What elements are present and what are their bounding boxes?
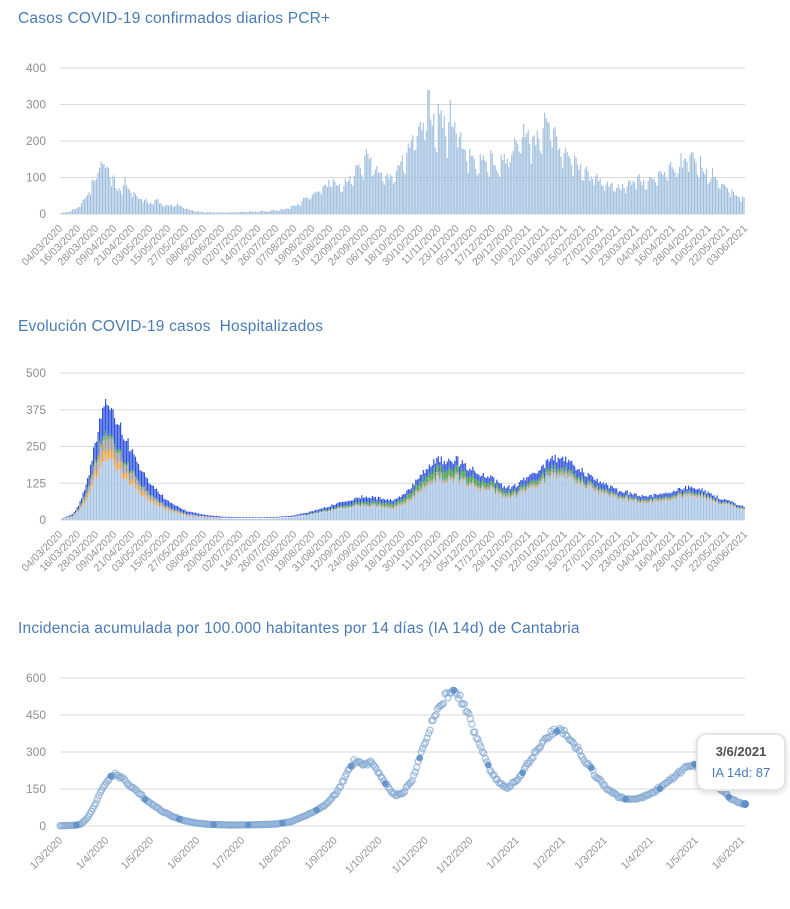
svg-text:1/7/2020: 1/7/2020 xyxy=(210,835,247,872)
svg-text:1/6/2020: 1/6/2020 xyxy=(165,835,202,872)
svg-text:1/8/2020: 1/8/2020 xyxy=(256,835,293,872)
svg-text:500: 500 xyxy=(26,366,46,380)
pcr-bars[interactable] xyxy=(60,89,745,214)
hosp-series-blue[interactable] xyxy=(61,399,745,520)
svg-text:0: 0 xyxy=(39,819,46,833)
svg-text:1/6/2021: 1/6/2021 xyxy=(710,835,747,872)
hosp-series-gray[interactable] xyxy=(66,433,745,519)
svg-text:100: 100 xyxy=(26,171,46,185)
svg-text:150: 150 xyxy=(26,782,46,796)
svg-text:250: 250 xyxy=(26,440,46,454)
chart-hospitalized-canvas[interactable]: 012525037550004/03/202016/03/202028/03/2… xyxy=(0,345,790,607)
chart-pcr-canvas[interactable]: 010020030040004/03/202016/03/202028/03/2… xyxy=(0,40,790,302)
svg-text:1/9/2020: 1/9/2020 xyxy=(302,835,339,872)
tooltip-value: IA 14d: 87 xyxy=(711,765,771,780)
hosp-series-lightblue[interactable] xyxy=(61,454,745,520)
svg-text:400: 400 xyxy=(26,61,46,75)
svg-text:1/4/2021: 1/4/2021 xyxy=(619,835,656,872)
svg-text:375: 375 xyxy=(26,403,46,417)
svg-text:1/4/2020: 1/4/2020 xyxy=(74,835,111,872)
hosp-series-green[interactable] xyxy=(69,430,745,517)
svg-text:300: 300 xyxy=(26,98,46,112)
hosp-series-orange[interactable] xyxy=(69,446,736,519)
ia14d-points[interactable] xyxy=(56,686,749,830)
highlighted-point xyxy=(741,800,749,809)
svg-text:0: 0 xyxy=(39,207,46,221)
svg-text:1/12/2020: 1/12/2020 xyxy=(434,835,476,877)
svg-text:450: 450 xyxy=(26,708,46,722)
chart-ia14d-title: Incidencia acumulada por 100.000 habitan… xyxy=(18,620,580,637)
svg-text:1/1/2021: 1/1/2021 xyxy=(484,835,521,872)
axes: 010020030040004/03/202016/03/202028/03/2… xyxy=(19,61,750,268)
svg-text:1/10/2020: 1/10/2020 xyxy=(343,835,385,877)
ia14d-tooltip: 3/6/2021 IA 14d: 87 xyxy=(696,733,786,791)
svg-text:1/3/2020: 1/3/2020 xyxy=(28,835,65,872)
svg-text:300: 300 xyxy=(26,745,46,759)
svg-text:200: 200 xyxy=(26,134,46,148)
svg-text:0: 0 xyxy=(39,513,46,527)
svg-text:1/5/2021: 1/5/2021 xyxy=(664,835,701,872)
svg-text:1/3/2021: 1/3/2021 xyxy=(572,835,609,872)
tooltip-date: 3/6/2021 xyxy=(715,744,767,759)
svg-text:125: 125 xyxy=(26,476,46,490)
svg-text:600: 600 xyxy=(26,671,46,685)
chart-pcr-title: Casos COVID-19 confirmados diarios PCR+ xyxy=(18,10,331,27)
chart-hospitalized-title: Evolución COVID-19 casos Hospitalizados xyxy=(18,318,324,335)
svg-text:1/2/2021: 1/2/2021 xyxy=(531,835,568,872)
svg-text:1/5/2020: 1/5/2020 xyxy=(119,835,156,872)
svg-text:1/11/2020: 1/11/2020 xyxy=(390,835,431,876)
